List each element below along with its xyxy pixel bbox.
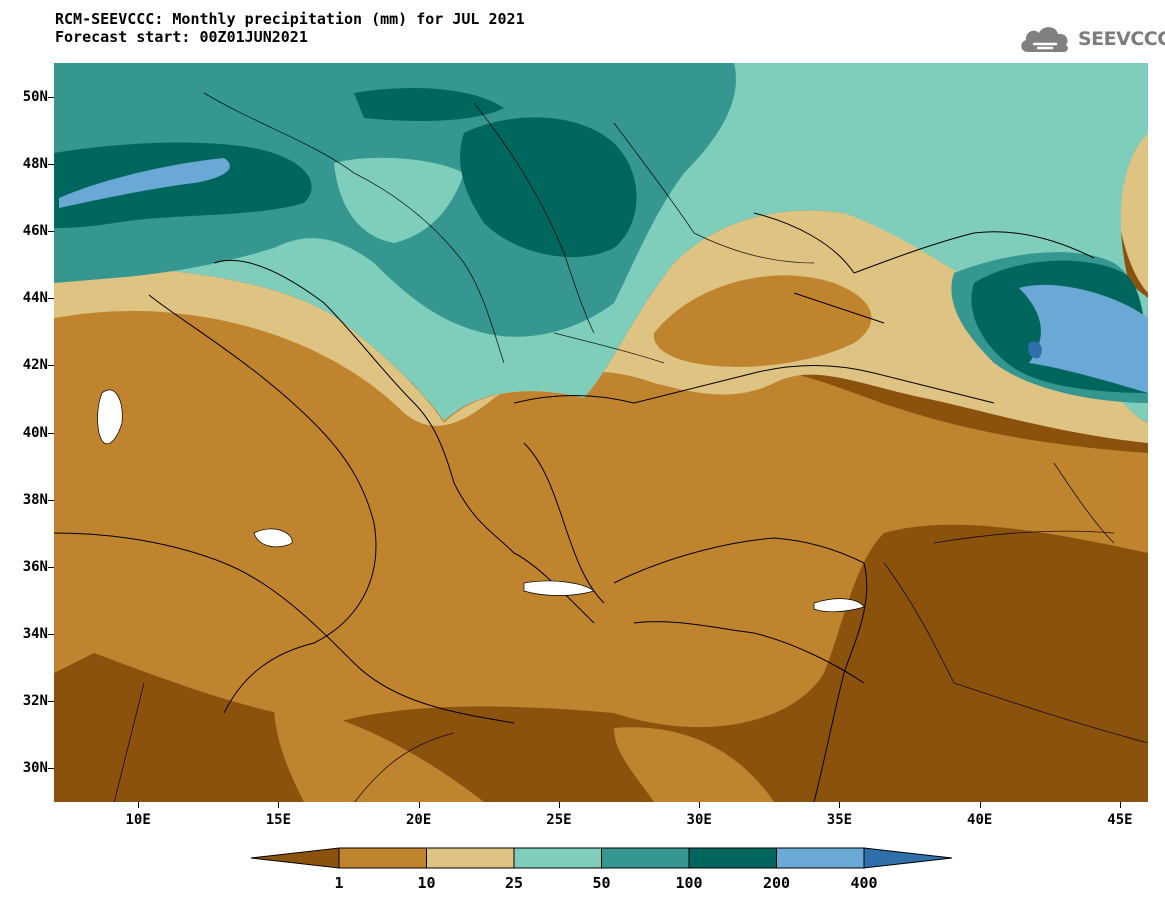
colorbar-segment <box>776 847 865 869</box>
lon-tick-label: 35E <box>826 812 853 828</box>
lat-tick-mark <box>48 432 54 434</box>
lat-tick-mark <box>48 768 54 770</box>
lat-tick-label: 44N <box>22 290 48 307</box>
colorbar: 1 10 25 50 100 200 400 <box>250 847 953 892</box>
lon-tick-label: 10E <box>125 812 151 828</box>
seevccc-logo: SEEVCCC <box>1018 22 1165 56</box>
lon-tick-label: 30E <box>686 812 712 828</box>
lat-tick-label: 46N <box>22 222 48 239</box>
colorbar-segment <box>688 847 777 869</box>
precip-band-1-10 <box>54 303 1148 728</box>
lat-tick-mark <box>48 634 54 636</box>
lon-tick-mark <box>839 802 841 808</box>
colorbar-tick-label: 1 <box>334 874 343 892</box>
lon-tick-mark <box>418 802 420 808</box>
lat-tick-mark <box>48 701 54 703</box>
lat-tick-label: 36N <box>22 558 48 575</box>
colorbar-labels: 1 10 25 50 100 200 400 <box>334 874 877 892</box>
logo-text: SEEVCCC <box>1078 28 1165 50</box>
lat-tick-mark <box>48 499 54 501</box>
lat-tick-label: 38N <box>22 491 48 508</box>
islands <box>97 389 865 613</box>
colorbar-segment <box>601 847 690 869</box>
lon-tick-label: 25E <box>546 812 572 828</box>
colorbar-segment <box>426 847 515 869</box>
precip-band-1-10-south <box>274 703 484 802</box>
lat-tick-label: 50N <box>22 88 48 105</box>
lon-tick-label: 15E <box>265 812 292 828</box>
lon-tick-mark <box>979 802 981 808</box>
lon-tick-mark <box>699 802 701 808</box>
precip-band-200-400-caucasus <box>1019 284 1148 393</box>
lat-tick-mark <box>48 566 54 568</box>
colorbar-tick-label: 200 <box>763 874 790 892</box>
precip-band-100-200-north <box>354 88 504 121</box>
precipitation-map <box>54 63 1148 802</box>
coastlines <box>54 212 1095 802</box>
map-canvas <box>54 63 1148 802</box>
lat-tick-label: 48N <box>22 155 48 172</box>
precip-band-400-plus <box>1028 341 1042 359</box>
lat-tick-label: 40N <box>22 424 48 441</box>
lon-tick-label: 45E <box>1107 812 1133 828</box>
lat-tick-mark <box>48 163 54 165</box>
lon-tick-mark <box>138 802 140 808</box>
colorbar-tick-label: 50 <box>592 874 610 892</box>
lat-tick-mark <box>48 298 54 300</box>
lat-tick-mark <box>48 230 54 232</box>
precip-band-100-200-alps <box>54 142 312 228</box>
colorbar-tick-label: 10 <box>417 874 435 892</box>
colorbar-segment-low <box>250 847 340 869</box>
lat-tick-mark <box>48 96 54 98</box>
lat-tick-label: 34N <box>22 626 48 643</box>
lon-tick-mark <box>278 802 280 808</box>
colorbar-tick-label: 25 <box>505 874 523 892</box>
cloud-logo-icon <box>1021 27 1068 53</box>
precip-band-10-25 <box>54 210 1148 443</box>
lon-tick-mark <box>1119 802 1121 808</box>
forecast-start-label: Forecast start: 00Z01JUN2021 <box>55 28 308 46</box>
colorbar-tick-label: 400 <box>850 874 877 892</box>
colorbar-segment-high <box>863 847 953 869</box>
colorbar-tick-label: 100 <box>675 874 702 892</box>
colorbar-segment <box>513 847 602 869</box>
lon-tick-mark <box>558 802 560 808</box>
lon-tick-label: 20E <box>406 812 432 828</box>
precip-band-1-10-nile <box>614 727 774 802</box>
lat-tick-mark <box>48 365 54 367</box>
precip-band-100-200 <box>460 117 637 258</box>
precip-band-200-400-alps <box>59 158 230 208</box>
lat-tick-label: 42N <box>22 357 48 374</box>
precip-band-10-25-dry-core <box>653 275 872 367</box>
lon-tick-label: 40E <box>967 812 993 828</box>
map-title: RCM-SEEVCCC: Monthly precipitation (mm) … <box>55 10 525 28</box>
country-borders <box>113 92 1148 802</box>
lat-tick-label: 32N <box>22 693 48 710</box>
colorbar-segment <box>338 847 427 869</box>
lat-tick-label: 30N <box>22 760 48 777</box>
colorbar-segments <box>250 847 953 869</box>
